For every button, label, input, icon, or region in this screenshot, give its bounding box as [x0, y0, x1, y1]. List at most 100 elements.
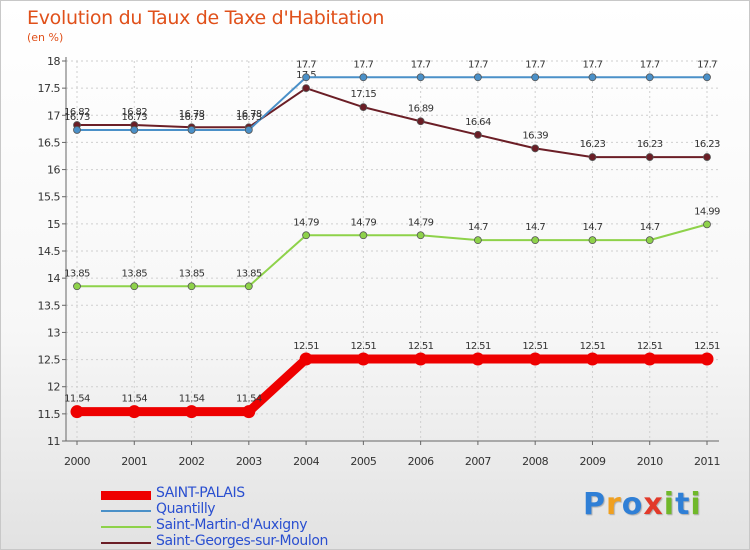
data-point	[474, 130, 482, 139]
y-tick-label: 16	[47, 164, 60, 177]
data-label: 12.51	[580, 341, 606, 352]
data-point	[416, 117, 425, 126]
data-label: 17.15	[351, 89, 377, 100]
data-point	[528, 352, 542, 366]
legend-label: Saint-Martin-d'Auxigny	[156, 517, 308, 533]
series-line-2	[77, 223, 708, 288]
x-tick-label: 2004	[293, 455, 319, 468]
legend-swatch	[101, 542, 151, 544]
y-tick-label: 17.5	[38, 82, 61, 95]
y-tick-label: 11	[47, 435, 60, 448]
data-point	[244, 126, 253, 134]
data-label: 16.23	[694, 139, 720, 150]
series-line-3	[77, 87, 707, 159]
y-tick-label: 17	[47, 109, 60, 122]
logo-letter: i	[663, 487, 676, 522]
data-label: 12.51	[694, 341, 720, 352]
data-point	[531, 236, 540, 245]
data-point	[130, 126, 139, 134]
data-label: 12.51	[408, 341, 434, 352]
x-tick-label: 2002	[179, 455, 205, 468]
x-tick-label: 2007	[465, 455, 491, 468]
data-label: 12.51	[522, 341, 548, 352]
series-line-1	[77, 76, 707, 131]
data-label: 17.7	[525, 59, 545, 70]
data-label: 16.64	[465, 117, 491, 128]
y-tick-label: 18	[47, 55, 60, 68]
data-point	[416, 231, 425, 240]
y-tick-label: 16.5	[38, 136, 61, 149]
data-point	[127, 405, 141, 419]
data-point	[299, 352, 313, 366]
data-label: 17.7	[468, 59, 488, 70]
data-label: 16.39	[522, 130, 548, 141]
data-label: 16.23	[637, 139, 663, 150]
data-point	[585, 352, 599, 366]
y-tick-label: 12.5	[38, 354, 61, 367]
data-label: 16.73	[64, 112, 90, 123]
data-label: 11.54	[236, 394, 262, 405]
data-point	[703, 73, 711, 82]
data-point	[359, 73, 368, 82]
data-label: 17.7	[583, 59, 603, 70]
data-label: 17.7	[411, 59, 431, 70]
data-point	[531, 73, 540, 82]
y-tick-label: 15	[47, 218, 60, 231]
data-point	[588, 73, 597, 82]
data-label: 14.7	[525, 222, 545, 233]
data-point	[185, 405, 199, 419]
data-label: 14.79	[408, 217, 434, 228]
data-label: 14.99	[694, 206, 720, 217]
data-point	[700, 352, 714, 366]
logo-letter: P	[583, 487, 606, 522]
data-label: 12.51	[637, 341, 663, 352]
data-label: 13.85	[179, 268, 205, 279]
x-tick-label: 2003	[236, 455, 262, 468]
data-point	[474, 73, 482, 82]
x-tick-label: 2010	[637, 455, 663, 468]
data-label: 16.73	[121, 112, 147, 123]
data-point	[531, 144, 540, 153]
data-point	[187, 282, 196, 291]
chart-title: Evolution du Taux de Taxe d'Habitation	[27, 7, 385, 29]
data-point	[588, 236, 597, 245]
data-label: 14.79	[351, 217, 377, 228]
data-label: 16.78	[179, 109, 205, 120]
data-label: 12.51	[465, 341, 491, 352]
y-tick-label: 13.5	[38, 299, 61, 312]
logo-letter: i	[690, 487, 702, 522]
data-point	[302, 73, 310, 82]
data-label: 12.51	[351, 341, 377, 352]
series-line-0	[77, 354, 707, 417]
logo-letter: o	[621, 487, 644, 522]
x-tick-label: 2006	[408, 455, 434, 468]
data-point	[645, 73, 654, 82]
data-point	[359, 231, 368, 240]
data-label: 17.7	[353, 59, 373, 70]
data-point	[703, 220, 711, 229]
data-label: 16.73	[179, 112, 205, 123]
data-point	[70, 405, 84, 419]
data-label: 16.89	[408, 103, 434, 114]
legend-label: Saint-Georges-sur-Moulon	[156, 533, 328, 549]
data-point	[302, 231, 310, 240]
data-point	[302, 84, 310, 93]
data-point	[588, 153, 597, 161]
legend-label: Quantilly	[156, 501, 216, 517]
y-tick-label: 15.5	[38, 191, 61, 204]
data-label: 11.54	[121, 394, 147, 405]
proxiti-logo: Proxiti	[583, 487, 702, 522]
data-point	[244, 282, 253, 291]
data-point	[645, 236, 654, 245]
x-tick-label: 2009	[579, 455, 605, 468]
x-tick-label: 2008	[522, 455, 548, 468]
data-label: 13.85	[64, 268, 90, 279]
y-tick-label: 12	[47, 381, 60, 394]
data-label: 16.82	[121, 107, 147, 118]
data-point	[359, 103, 368, 112]
data-label: 16.78	[236, 109, 262, 120]
y-tick-label: 11.5	[38, 408, 61, 421]
x-tick-label: 2001	[121, 455, 147, 468]
legend-swatch	[101, 526, 151, 528]
x-tick-label: 2011	[694, 455, 720, 468]
